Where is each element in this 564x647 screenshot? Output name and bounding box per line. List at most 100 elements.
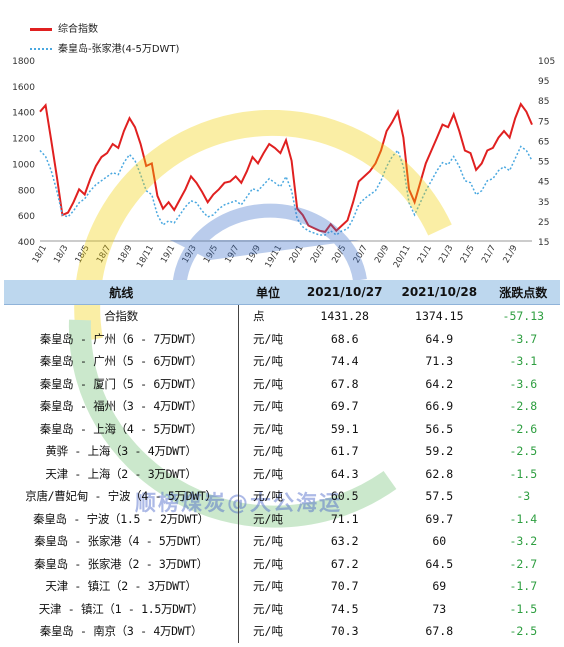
- x-tick-label: 19/3: [181, 244, 199, 266]
- y-left-tick-label: 1200: [12, 135, 35, 145]
- table-row: 京唐/曹妃甸 - 宁波（4 - 5万DWT） 元/吨 60.5 57.5 -3: [4, 485, 560, 508]
- cell-unit: 元/吨: [238, 327, 298, 350]
- x-tick-label: 21/3: [437, 244, 455, 266]
- cell-change: -1.7: [509, 579, 538, 594]
- cell-date2: 1374.15: [415, 309, 464, 324]
- x-tick-label: 21/1: [416, 244, 434, 266]
- cell-unit: 元/吨: [238, 440, 298, 463]
- cell-change: -57.13: [502, 309, 545, 324]
- cell-date2: 73: [432, 601, 447, 616]
- cell-change: -2.5: [509, 444, 538, 459]
- x-tick-label: 21/9: [501, 244, 519, 266]
- table-row: 秦皇岛 - 厦门（5 - 6万DWT） 元/吨 67.8 64.2 -3.6: [4, 372, 560, 395]
- cell-date1: 74.5: [330, 601, 359, 616]
- table-row: 秦皇岛 - 上海（4 - 5万DWT） 元/吨 59.1 56.5 -2.6: [4, 417, 560, 440]
- table-row: 天津 - 上海（2 - 3万DWT） 元/吨 64.3 62.8 -1.5: [4, 462, 560, 485]
- cell-route: 秦皇岛 - 广州（5 - 6万DWT）: [39, 354, 203, 369]
- table-row: 秦皇岛 - 宁波（1.5 - 2万DWT） 元/吨 71.1 69.7 -1.4: [4, 507, 560, 530]
- y-right-tick-label: 35: [538, 198, 549, 208]
- cell-date2: 64.2: [425, 376, 454, 391]
- legend-item-qhd-zjg: 秦皇岛-张家港(4-5万DWT): [30, 40, 179, 55]
- x-tick-label: 19/1: [159, 244, 177, 266]
- cell-change: -3.6: [509, 376, 538, 391]
- cell-unit: 元/吨: [238, 417, 298, 440]
- y-right-tick-label: 55: [538, 158, 549, 168]
- cell-change: -2.5: [509, 624, 538, 639]
- cell-route: 京唐/曹妃甸 - 宁波（4 - 5万DWT）: [25, 489, 217, 504]
- cell-date2: 64.5: [425, 556, 454, 571]
- y-left-tick-label: 400: [18, 238, 35, 248]
- x-tick-label: 19/11: [263, 244, 284, 270]
- cell-date2: 69: [432, 579, 447, 594]
- cell-route: 天津 - 上海（2 - 3万DWT）: [45, 466, 197, 481]
- x-tick-label: 20/9: [373, 244, 391, 266]
- table-row: 秦皇岛 - 广州（6 - 7万DWT） 元/吨 68.6 64.9 -3.7: [4, 327, 560, 350]
- cell-unit: 元/吨: [238, 395, 298, 418]
- y-right-tick-label: 75: [538, 117, 549, 127]
- y-left-tick-label: 800: [18, 186, 35, 196]
- x-tick-label: 18/5: [74, 244, 92, 266]
- x-tick-label: 20/5: [330, 244, 348, 266]
- y-right-tick-label: 65: [538, 137, 549, 147]
- cell-date2: 56.5: [425, 421, 454, 436]
- x-tick-label: 20/7: [352, 244, 370, 266]
- cell-date2: 71.3: [425, 354, 454, 369]
- x-tick-label: 19/5: [202, 244, 220, 266]
- cell-date1: 67.2: [330, 556, 359, 571]
- legend-swatch-composite: [30, 27, 52, 31]
- cell-route: 秦皇岛 - 张家港（2 - 3万DWT）: [34, 556, 208, 571]
- table-row: 秦皇岛 - 张家港（2 - 3万DWT） 元/吨 67.2 64.5 -2.7: [4, 552, 560, 575]
- cell-date1: 69.7: [330, 399, 359, 414]
- cell-change: -1.4: [509, 511, 538, 526]
- legend-item-composite: 综合指数: [30, 20, 98, 35]
- x-tick-label: 20/1: [288, 244, 306, 266]
- freight-rate-table: 航线 单位 2021/10/27 2021/10/28 涨跌点数 合指数 点 143…: [4, 280, 560, 643]
- cell-change: -3.2: [509, 534, 538, 549]
- y-right-tick-label: 25: [538, 218, 549, 228]
- cell-route: 秦皇岛 - 张家港（4 - 5万DWT）: [34, 534, 208, 549]
- legend-label-qhd-zjg: 秦皇岛-张家港(4-5万DWT): [58, 44, 180, 55]
- y-left-tick-label: 1600: [12, 83, 35, 93]
- y-right-tick-label: 45: [538, 178, 549, 188]
- cell-route: 秦皇岛 - 宁波（1.5 - 2万DWT）: [33, 511, 209, 526]
- x-tick-label: 18/9: [116, 244, 134, 266]
- cell-unit: 点: [238, 304, 298, 328]
- cell-route: 秦皇岛 - 上海（4 - 5万DWT）: [39, 421, 203, 436]
- x-tick-label: 20/3: [309, 244, 327, 266]
- header-change: 涨跌点数: [486, 280, 560, 305]
- cell-route: 黄骅 - 上海（3 - 4万DWT）: [45, 444, 197, 459]
- chart-panel: 综合指数 秦皇岛-张家港(4-5万DWT) 400 600 800 1000 1200 1…: [0, 0, 564, 280]
- table-row: 天津 - 镇江（1 - 1.5万DWT） 元/吨 74.5 73 -1.5: [4, 597, 560, 620]
- cell-date2: 69.7: [425, 511, 454, 526]
- cell-date1: 71.1: [330, 511, 359, 526]
- table-row: 秦皇岛 - 福州（3 - 4万DWT） 元/吨 69.7 66.9 -2.8: [4, 395, 560, 418]
- cell-date2: 59.2: [425, 444, 454, 459]
- cell-date2: 60: [432, 534, 447, 549]
- cell-date2: 62.8: [425, 466, 454, 481]
- table-row: 黄骅 - 上海（3 - 4万DWT） 元/吨 61.7 59.2 -2.5: [4, 440, 560, 463]
- cell-change: -3.1: [509, 354, 538, 369]
- cell-change: -2.8: [509, 399, 538, 414]
- y-right-tick-label: 85: [538, 97, 549, 107]
- table-row: 秦皇岛 - 广州（5 - 6万DWT） 元/吨 74.4 71.3 -3.1: [4, 350, 560, 373]
- x-tick-label: 18/3: [52, 244, 70, 266]
- cell-unit: 元/吨: [238, 485, 298, 508]
- legend-label-composite: 综合指数: [58, 24, 98, 35]
- cell-route: 合指数: [104, 309, 138, 324]
- x-tick-label: 18/11: [135, 244, 156, 270]
- cell-route: 秦皇岛 - 厦门（5 - 6万DWT）: [39, 376, 203, 391]
- x-tick-label: 18/7: [95, 244, 113, 266]
- cell-route: 秦皇岛 - 南京（3 - 4万DWT）: [39, 624, 203, 639]
- table-row: 秦皇岛 - 张家港（4 - 5万DWT） 元/吨 63.2 60 -3.2: [4, 530, 560, 553]
- cell-unit: 元/吨: [238, 620, 298, 643]
- cell-unit: 元/吨: [238, 597, 298, 620]
- header-date1: 2021/10/27: [297, 280, 392, 305]
- cell-unit: 元/吨: [238, 462, 298, 485]
- cell-route: 秦皇岛 - 福州（3 - 4万DWT）: [39, 399, 203, 414]
- table-header-row: 航线 单位 2021/10/27 2021/10/28 涨跌点数: [4, 280, 560, 305]
- cell-date1: 67.8: [330, 376, 359, 391]
- table-row: 秦皇岛 - 南京（3 - 4万DWT） 元/吨 70.3 67.8 -2.5: [4, 620, 560, 643]
- cell-date1: 59.1: [330, 421, 359, 436]
- cell-change: -1.5: [509, 601, 538, 616]
- x-tick-label: 20/11: [392, 244, 413, 270]
